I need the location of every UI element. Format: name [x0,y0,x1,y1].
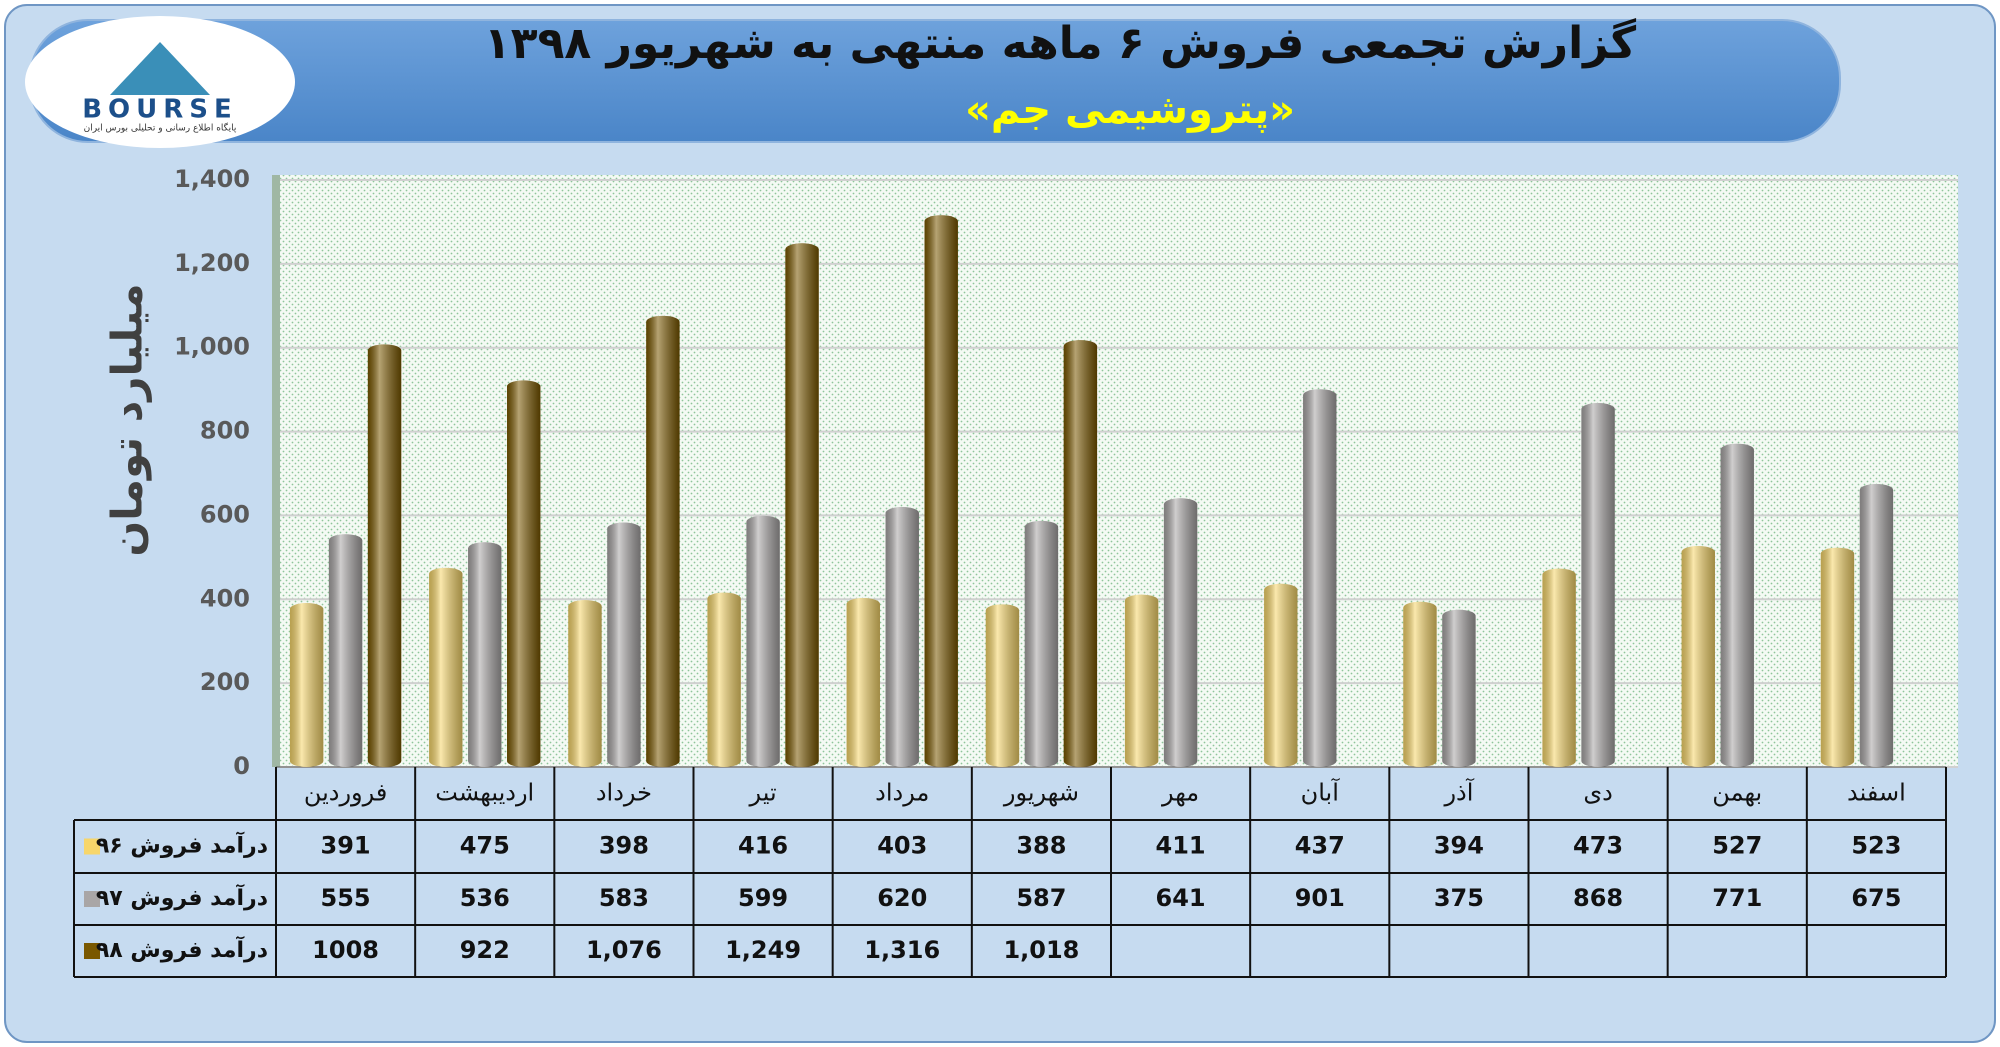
data-label: 620 [877,884,927,912]
y-axis-label: میلیارد تومان [103,283,153,556]
logo-text: BOURSE [82,95,238,125]
plot-wall [272,175,280,767]
data-label: 536 [460,884,510,912]
data-label: 1,076 [586,936,662,964]
bar-shading [429,567,463,767]
data-label: 375 [1434,884,1484,912]
data-label: 1,316 [864,936,940,964]
plot-area [280,175,1958,767]
y-tick-label: 600 [200,500,250,528]
legend-label: درآمد فروش ۹۶ [96,831,268,859]
y-tick-label: 1,400 [174,165,250,193]
bar-shading [1681,546,1715,767]
data-label: 398 [599,832,649,860]
data-label: 473 [1573,832,1623,860]
data-label: 922 [460,936,510,964]
chart-title: گزارش تجمعی فروش ۶ ماهه منتهی به شهریور … [484,17,1637,69]
bar-shading [1264,583,1298,767]
chart-subtitle: «پتروشیمی جم» [965,87,1295,133]
data-label: 675 [1851,884,1901,912]
data-label: 527 [1712,832,1762,860]
x-tick-label: دی [1583,779,1612,807]
bar-shading [1542,568,1576,767]
bar-shading [367,344,402,767]
bar-shading [1442,609,1476,767]
data-label: 411 [1156,832,1206,860]
bar-shading [924,215,958,768]
legend-swatch [84,838,100,855]
legend-swatch [84,891,100,907]
y-tick-label: 0 [233,752,250,780]
x-tick-label: آبان [1301,778,1341,807]
bar-shading [1303,389,1337,767]
bar-shading [1403,601,1437,767]
bar-shading [707,592,741,767]
x-tick-label: اسفند [1847,779,1906,807]
x-tick-label: آذر [1443,778,1474,807]
legend-label: درآمد فروش ۹۸ [96,935,268,963]
bar-shading [289,603,324,767]
bar-shading [1024,520,1059,767]
data-label: 868 [1573,884,1623,912]
bar-shading [607,522,641,767]
data-label: 416 [738,832,788,860]
data-label: 901 [1295,884,1345,912]
bar-shading [328,534,363,767]
legend-label: درآمد فروش ۹۷ [96,883,268,911]
bar-shading [1720,443,1754,767]
y-tick-label: 400 [200,584,250,612]
logo-mark [110,42,210,95]
data-label: 437 [1295,832,1345,860]
data-label: 523 [1851,832,1901,860]
bar-shading [785,243,819,768]
data-label: 587 [1016,884,1066,912]
bar-shading [846,598,880,767]
x-tick-label: مرداد [875,779,929,807]
x-tick-label: مهر [1161,779,1199,807]
x-tick-label: بهمن [1712,779,1762,807]
bar-shading [985,604,1020,767]
bar-shading [746,515,780,767]
data-label: 1008 [312,936,379,964]
data-label: 391 [321,832,371,860]
bar-shading [507,380,541,767]
data-label: 1,018 [1003,936,1079,964]
data-label: 641 [1156,884,1206,912]
bar-shading [1063,340,1098,767]
data-label: 583 [599,884,649,912]
data-label: 771 [1712,884,1762,912]
bar-shading [646,315,680,767]
data-label: 475 [460,832,510,860]
data-label: 555 [321,884,371,912]
bar-shading [1124,594,1159,767]
bar-shading [1820,547,1855,767]
y-tick-label: 200 [200,668,250,696]
data-label: 388 [1016,832,1066,860]
data-label: 1,249 [725,936,801,964]
data-label: 599 [738,884,788,912]
logo-tagline: پایگاه اطلاع رسانی و تحلیلی بورس ایران [84,122,237,134]
y-tick-label: 1,200 [174,249,250,277]
x-tick-label: شهریور [1003,779,1079,807]
x-tick-label: فروردین [304,779,388,807]
bar-shading [1581,403,1615,767]
data-label: 394 [1434,832,1484,860]
legend-swatch [84,943,100,959]
bar-shading [885,507,919,767]
data-label: 403 [877,832,927,860]
bar-shading [1163,498,1198,767]
y-tick-label: 800 [200,417,250,445]
bar-shading [1859,483,1894,767]
bar-shading [568,600,602,767]
bar-shading [468,542,502,767]
x-tick-label: تیر [748,779,776,807]
x-tick-label: خرداد [596,779,652,807]
x-tick-label: اردیبهشت [435,779,534,807]
y-tick-label: 1,000 [174,333,250,361]
